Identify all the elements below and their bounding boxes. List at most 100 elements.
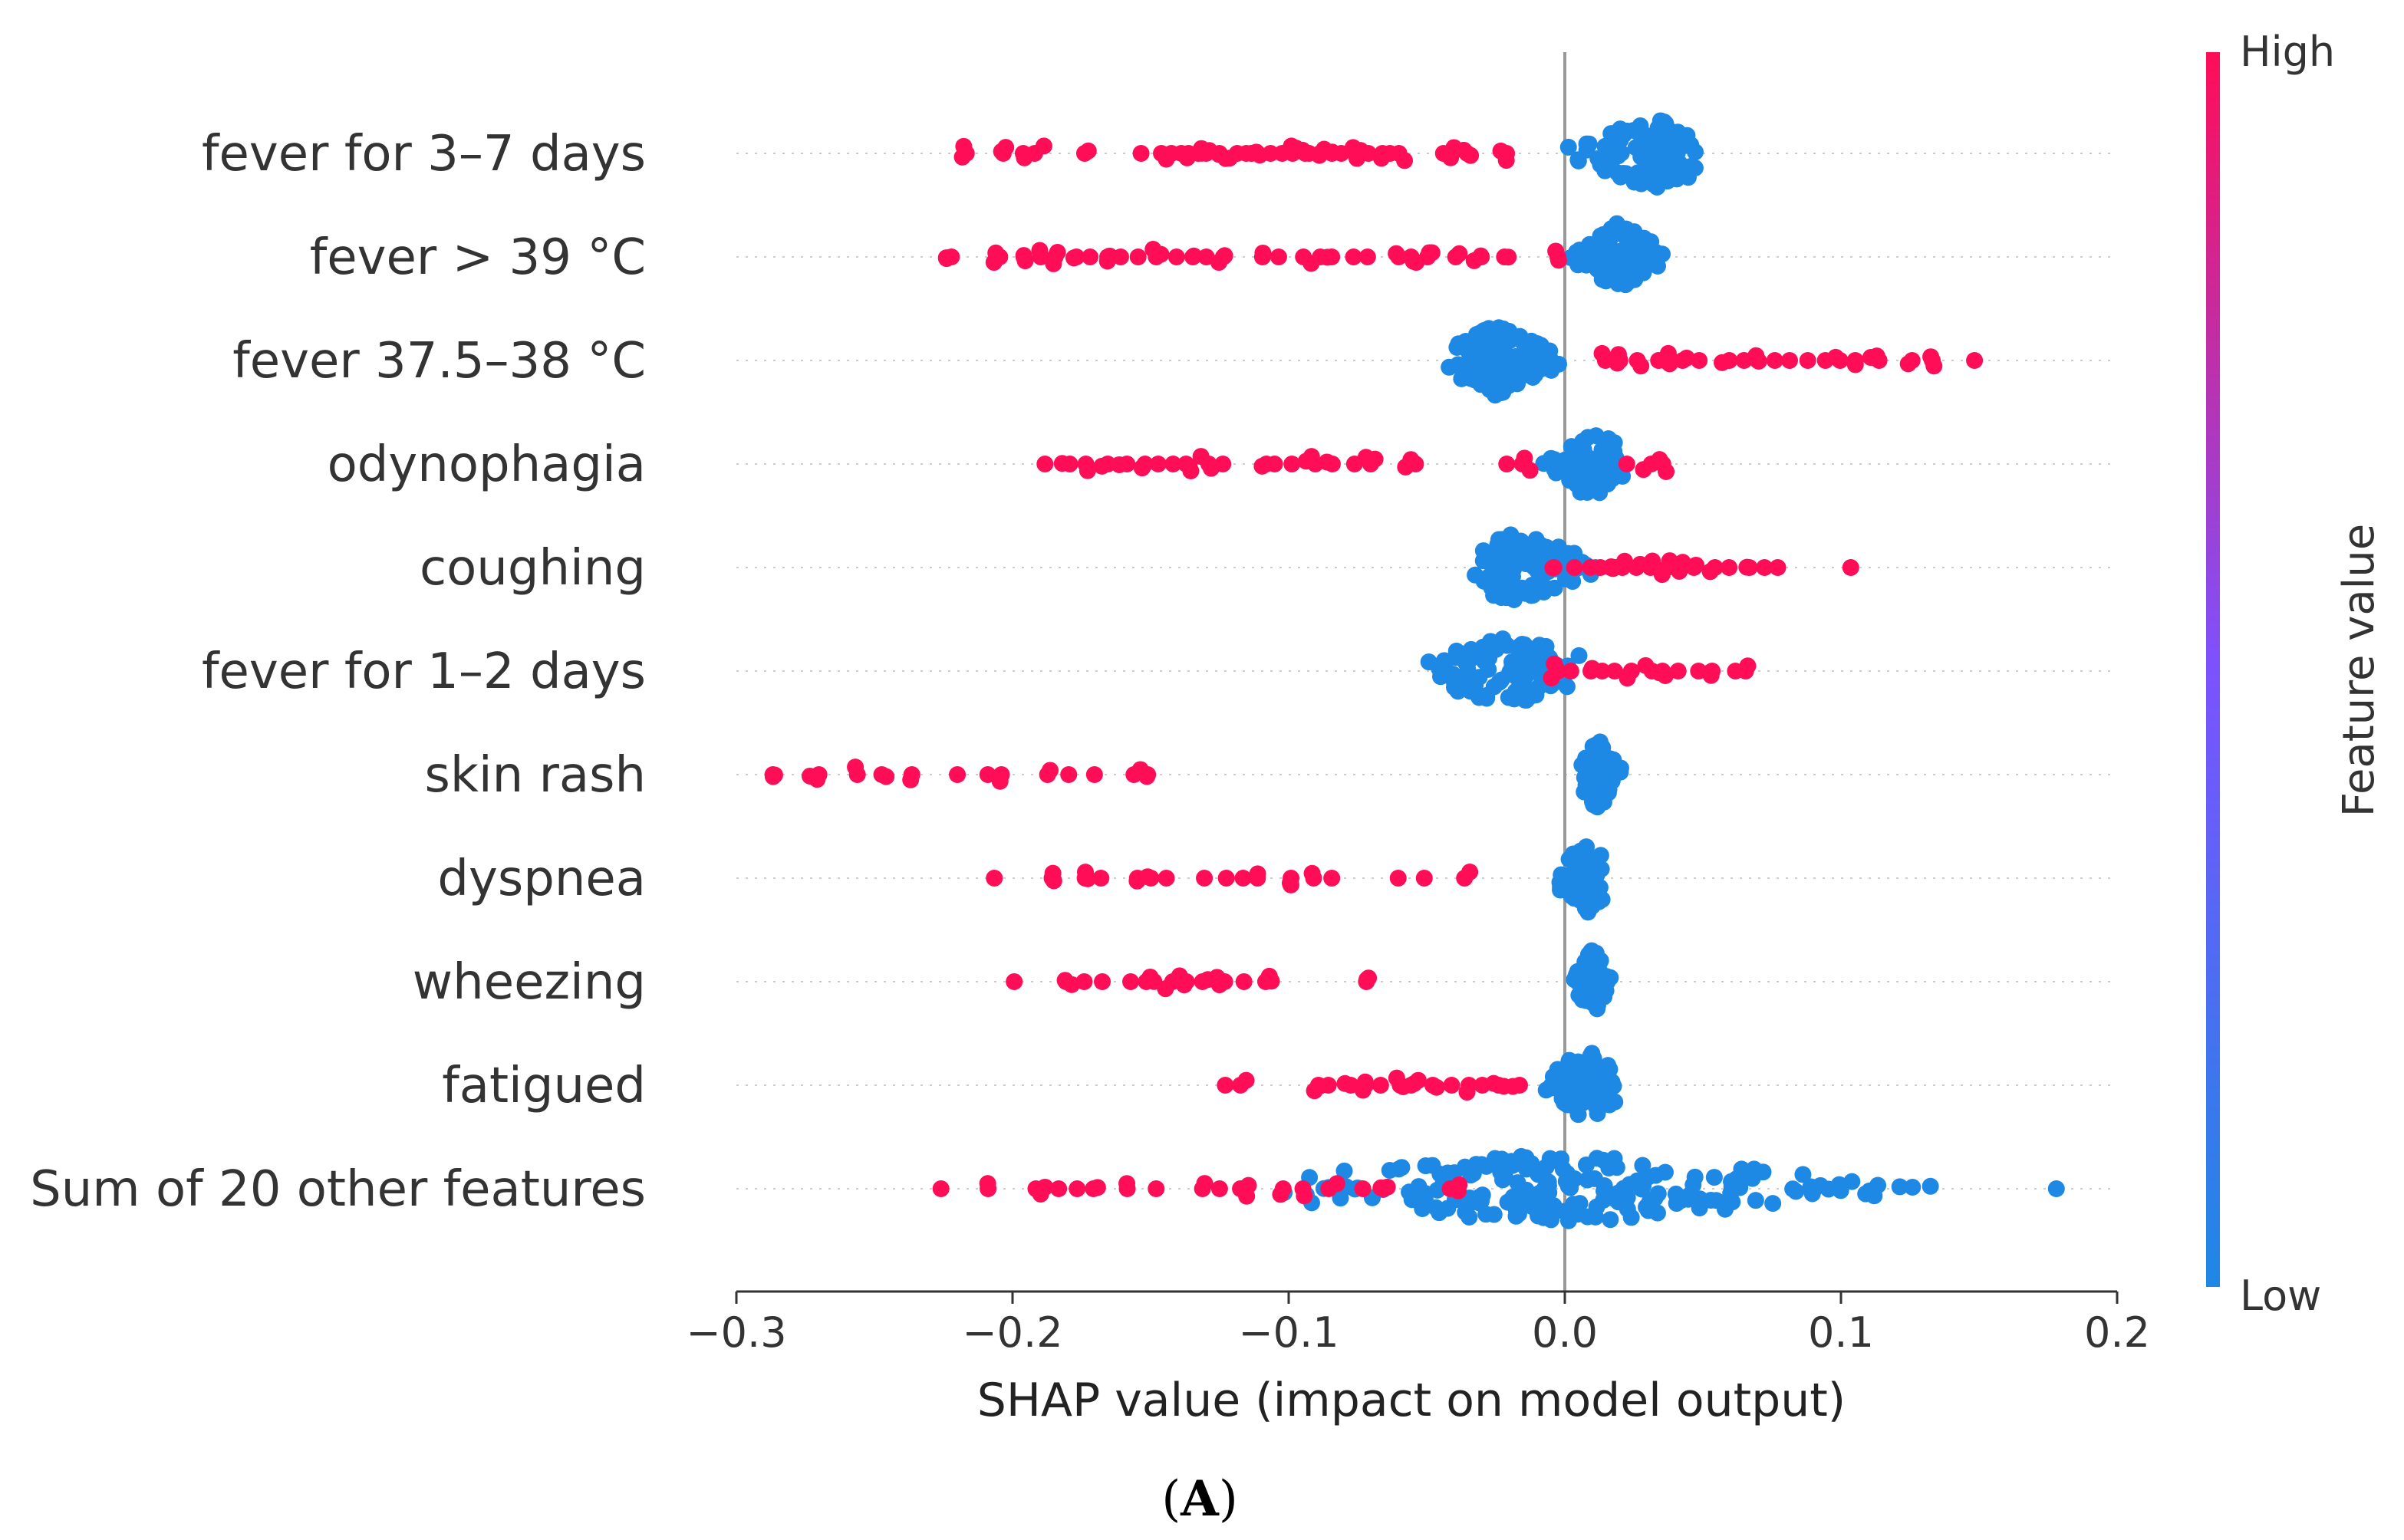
- high-value-point: [1079, 870, 1097, 887]
- high-value-point: [932, 1180, 950, 1197]
- low-value-point: [1634, 1157, 1652, 1174]
- low-value-point: [1538, 538, 1556, 556]
- low-value-point: [1569, 974, 1587, 992]
- low-value-point: [1584, 890, 1602, 908]
- feature-label: fever for 1–2 days: [202, 643, 646, 700]
- high-value-point: [1234, 870, 1252, 887]
- low-value-point: [1335, 1162, 1353, 1180]
- low-value-point: [1617, 165, 1635, 183]
- low-value-point: [1577, 838, 1595, 856]
- high-value-point: [1079, 142, 1097, 160]
- low-value-point: [1432, 668, 1450, 686]
- low-value-point: [1474, 650, 1491, 668]
- high-value-point: [1082, 248, 1099, 265]
- low-value-point: [1705, 1169, 1723, 1186]
- low-value-point: [1601, 1079, 1619, 1097]
- low-value-point: [1784, 1180, 1802, 1198]
- high-value-point: [1217, 1077, 1234, 1094]
- low-value-point: [1477, 341, 1494, 358]
- low-value-point: [1663, 154, 1681, 172]
- low-value-point: [1462, 1167, 1480, 1184]
- low-value-point: [1622, 1209, 1640, 1226]
- low-value-point: [1564, 845, 1582, 863]
- low-value-point: [1861, 1182, 1879, 1199]
- high-value-point: [1238, 1187, 1256, 1205]
- low-value-point: [1451, 676, 1468, 693]
- low-value-point: [1489, 535, 1507, 553]
- high-value-point: [1691, 352, 1708, 369]
- low-value-point: [1515, 335, 1533, 353]
- high-value-point: [1415, 870, 1433, 887]
- low-value-point: [1570, 647, 1588, 664]
- high-value-point: [1311, 146, 1329, 164]
- high-value-point: [1345, 248, 1362, 265]
- high-value-point: [1319, 248, 1336, 266]
- high-value-point: [1544, 559, 1562, 577]
- high-value-point: [1192, 448, 1210, 466]
- high-value-point: [997, 139, 1015, 156]
- low-value-point: [1640, 128, 1658, 146]
- high-value-point: [1566, 559, 1583, 576]
- low-value-point: [1648, 257, 1666, 275]
- low-value-point: [1524, 364, 1542, 382]
- high-value-point: [1158, 870, 1175, 887]
- colorbar-title: Feature value: [2334, 524, 2384, 817]
- high-value-point: [1402, 451, 1420, 469]
- high-value-point: [1656, 667, 1674, 685]
- feature-labels: fever for 3–7 days fever > 39 °C fever 37.…: [30, 126, 646, 1218]
- low-value-point: [1478, 364, 1496, 382]
- high-value-point: [1296, 1187, 1313, 1205]
- high-value-point: [1354, 1180, 1372, 1197]
- low-value-point: [1531, 1203, 1549, 1221]
- high-value-point: [1270, 248, 1287, 265]
- high-value-point: [1739, 657, 1757, 675]
- low-value-point: [1543, 361, 1560, 379]
- low-value-point: [1525, 558, 1543, 576]
- high-value-point: [1139, 868, 1157, 886]
- high-value-point: [1562, 663, 1579, 680]
- low-value-point: [1457, 1203, 1474, 1221]
- high-value-point: [1297, 452, 1315, 470]
- low-value-point: [1542, 1079, 1559, 1097]
- high-value-point: [1504, 1078, 1522, 1095]
- low-value-point: [1583, 1062, 1601, 1080]
- low-value-point: [1575, 878, 1592, 896]
- low-value-point: [1477, 1157, 1495, 1175]
- low-value-point: [1431, 1165, 1449, 1183]
- low-value-point: [1599, 430, 1617, 448]
- feature-label: odynophagia: [328, 436, 646, 493]
- low-value-point: [1812, 1176, 1829, 1194]
- high-value-point: [1498, 456, 1516, 472]
- low-value-point: [1390, 1160, 1408, 1178]
- low-value-point: [1596, 1190, 1614, 1208]
- high-value-point: [1049, 244, 1066, 262]
- low-value-point: [1615, 1180, 1632, 1197]
- figure-caption: (A): [1161, 1470, 1238, 1528]
- high-value-point: [1842, 559, 1859, 576]
- high-value-point: [1925, 357, 1943, 375]
- high-value-point: [1357, 449, 1375, 466]
- low-value-point: [1583, 942, 1601, 959]
- high-value-point: [1158, 150, 1175, 168]
- low-value-point: [1518, 1160, 1536, 1178]
- high-value-point: [1254, 244, 1272, 262]
- low-value-point: [1473, 1192, 1490, 1209]
- high-value-point: [1175, 976, 1193, 994]
- high-value-point: [1721, 559, 1738, 576]
- high-value-point: [1094, 973, 1111, 990]
- low-value-point: [1555, 1203, 1572, 1220]
- low-value-point: [1600, 159, 1618, 176]
- high-value-point: [1214, 456, 1232, 472]
- low-value-point: [1764, 1195, 1782, 1213]
- high-value-point: [1799, 352, 1816, 369]
- low-value-point: [1414, 1199, 1431, 1217]
- low-value-point: [1577, 1156, 1595, 1173]
- low-value-point: [1462, 370, 1480, 387]
- low-value-point: [1569, 152, 1587, 169]
- high-value-point: [1281, 874, 1299, 892]
- high-value-point: [1079, 462, 1096, 479]
- high-value-point: [1465, 252, 1483, 269]
- high-value-point: [1378, 1178, 1396, 1196]
- caption-letter: A: [1180, 1470, 1220, 1528]
